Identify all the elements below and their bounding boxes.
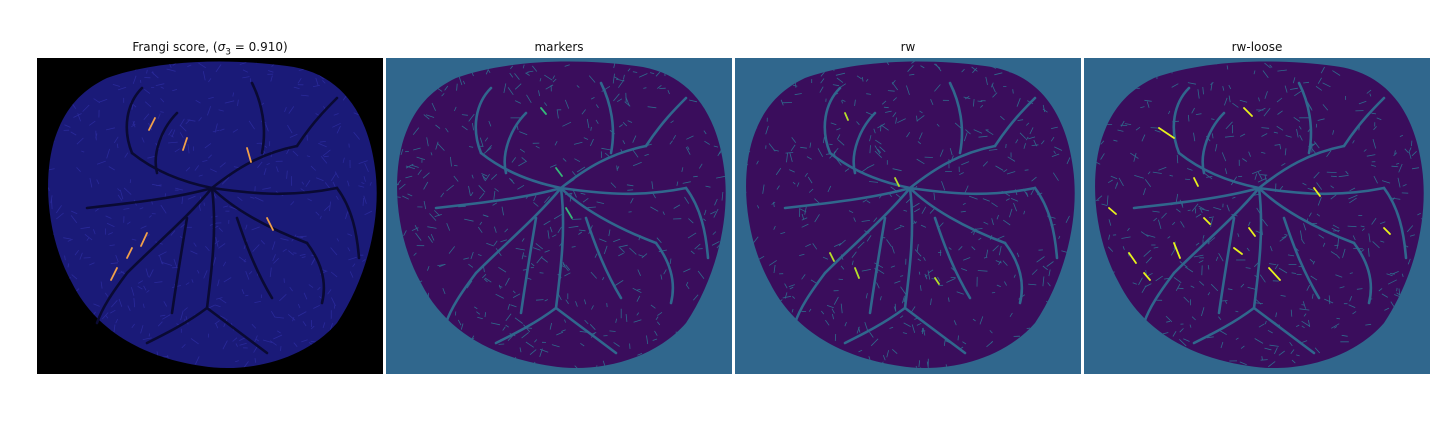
- vessel-network: [85, 81, 361, 355]
- panel-title-markers: markers: [534, 40, 584, 54]
- frangi-score-canvas: [37, 58, 383, 374]
- vessel-network: [1132, 81, 1408, 355]
- highlight-marks: [540, 107, 573, 219]
- panel-title-frangi: Frangi score, (σ3 = 0.910): [132, 40, 288, 58]
- rw-canvas: [735, 58, 1081, 374]
- vessel-network: [783, 81, 1059, 355]
- panel-title-rw: rw: [900, 40, 916, 54]
- rw-loose-canvas: [1084, 58, 1430, 374]
- panel-title-rw-loose: rw-loose: [1231, 40, 1283, 54]
- tissue-region: [1095, 61, 1424, 369]
- markers-image: [386, 58, 732, 374]
- highlight-marks: [829, 112, 940, 285]
- rw-image: [735, 58, 1081, 374]
- tissue-region: [48, 61, 377, 369]
- highlight-marks: [1108, 107, 1391, 281]
- vessel-network: [434, 81, 710, 355]
- highlight-marks: [110, 117, 274, 281]
- rw-loose-image: [1084, 58, 1430, 374]
- markers-canvas: [386, 58, 732, 374]
- frangi-score-image: [37, 58, 383, 374]
- tissue-region: [746, 61, 1075, 369]
